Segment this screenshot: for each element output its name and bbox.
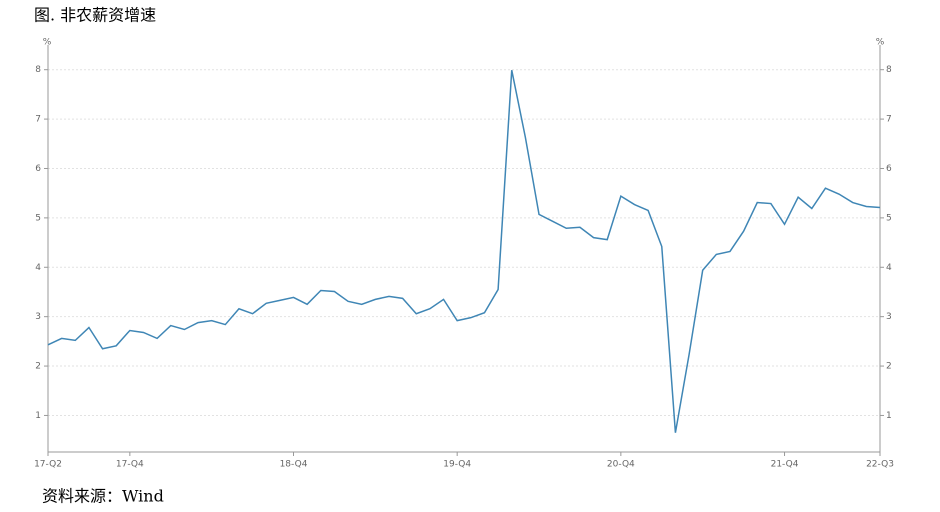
- x-tick-label: 17-Q2: [34, 460, 62, 470]
- x-tick-label: 19-Q4: [443, 460, 471, 470]
- y-tick-label: 7: [35, 115, 41, 125]
- y-tick-label: 8: [35, 65, 41, 75]
- y2-tick-label: 3: [886, 312, 892, 322]
- x-tick-label: 20-Q4: [607, 460, 635, 470]
- y-unit: %: [43, 38, 52, 48]
- y-tick-label: 2: [35, 362, 41, 372]
- y-tick-label: 6: [35, 164, 41, 174]
- y2-unit: %: [876, 38, 885, 48]
- x-tick-label: 17-Q4: [116, 460, 144, 470]
- y-tick-label: 5: [35, 213, 41, 223]
- data-line: [47, 70, 881, 433]
- y-tick-label: 1: [35, 411, 41, 421]
- x-tick-label: 21-Q4: [771, 460, 799, 470]
- x-tick-label: 18-Q4: [280, 460, 308, 470]
- x-tick-label: 22-Q3: [866, 460, 894, 470]
- y-tick-label: 3: [35, 312, 41, 322]
- y2-tick-label: 4: [886, 263, 892, 273]
- y2-tick-label: 2: [886, 362, 892, 372]
- y2-tick-label: 8: [886, 65, 892, 75]
- y2-tick-label: 1: [886, 411, 892, 421]
- source-note: 资料来源：Wind: [42, 487, 164, 506]
- y-tick-label: 4: [35, 263, 41, 273]
- y2-tick-label: 7: [886, 115, 892, 125]
- y2-tick-label: 6: [886, 164, 892, 174]
- y2-tick-label: 5: [886, 213, 892, 223]
- chart-title: 图. 非农薪资增速: [34, 6, 156, 25]
